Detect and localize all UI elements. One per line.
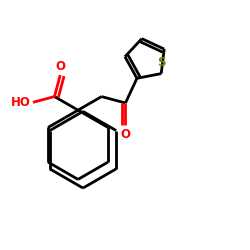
Text: O: O bbox=[120, 128, 130, 141]
Text: HO: HO bbox=[11, 96, 30, 109]
Text: O: O bbox=[55, 60, 65, 72]
Text: S: S bbox=[157, 56, 166, 69]
